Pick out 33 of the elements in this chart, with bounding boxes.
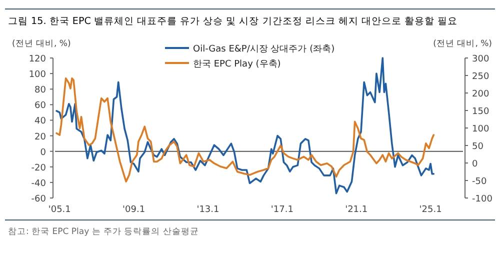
x-tick-label: '05.1	[48, 205, 71, 215]
x-tick-label: '25.1	[419, 205, 442, 215]
legend-label: 한국 EPC Play (우축)	[193, 60, 281, 70]
y2-tick-label: 100	[472, 124, 490, 134]
y2-tick-label: 0	[472, 160, 478, 170]
y-tick-label: -60	[31, 194, 46, 204]
line-series	[56, 57, 435, 194]
y2-tick-label: 200	[472, 90, 490, 100]
y-tick-label: 60	[34, 101, 46, 112]
y2-axis-title: (전년 대비, %)	[433, 39, 492, 49]
x-tick-label: '13.1	[196, 205, 220, 215]
y-tick-label: 0	[40, 148, 46, 158]
chart-title: 그림 15. 한국 EPC 밸류체인 대표주를 유가 상승 및 시장 기간조정 리스크 헤지 대안으로 활용할 필요	[8, 16, 458, 27]
y2-tick-label: 50	[472, 142, 484, 152]
y2-tick-label: 150	[472, 107, 490, 117]
text: 참고: 한국 EPC Play 는 주가 등락률의 산술평균	[8, 227, 199, 237]
x-tick-label: '09.1	[122, 205, 146, 215]
y2-tick-label: 300	[472, 54, 490, 64]
y2-tick-label: -100	[472, 194, 493, 204]
x-tick-label: '21.1	[345, 205, 368, 215]
legend-label: Oil-Gas E&P/시장 상대주가 (좌축)	[193, 44, 335, 54]
y-tick-label: 100	[28, 70, 46, 80]
y-tick-label: -40	[31, 178, 46, 189]
y-tick-label: 120	[28, 54, 46, 64]
y-tick-label: 40	[34, 116, 46, 127]
y2-tick-label: -50	[472, 177, 487, 187]
y-tick-label: -20	[31, 163, 46, 174]
y-tick-label: 20	[34, 132, 46, 142]
y-axis-title: (전년 대비, %)	[12, 39, 71, 49]
y2-tick-label: 250	[472, 72, 490, 82]
x-tick-label: '17.1	[270, 205, 294, 215]
line-series	[56, 77, 435, 182]
y-tick-label: 80	[34, 86, 46, 96]
